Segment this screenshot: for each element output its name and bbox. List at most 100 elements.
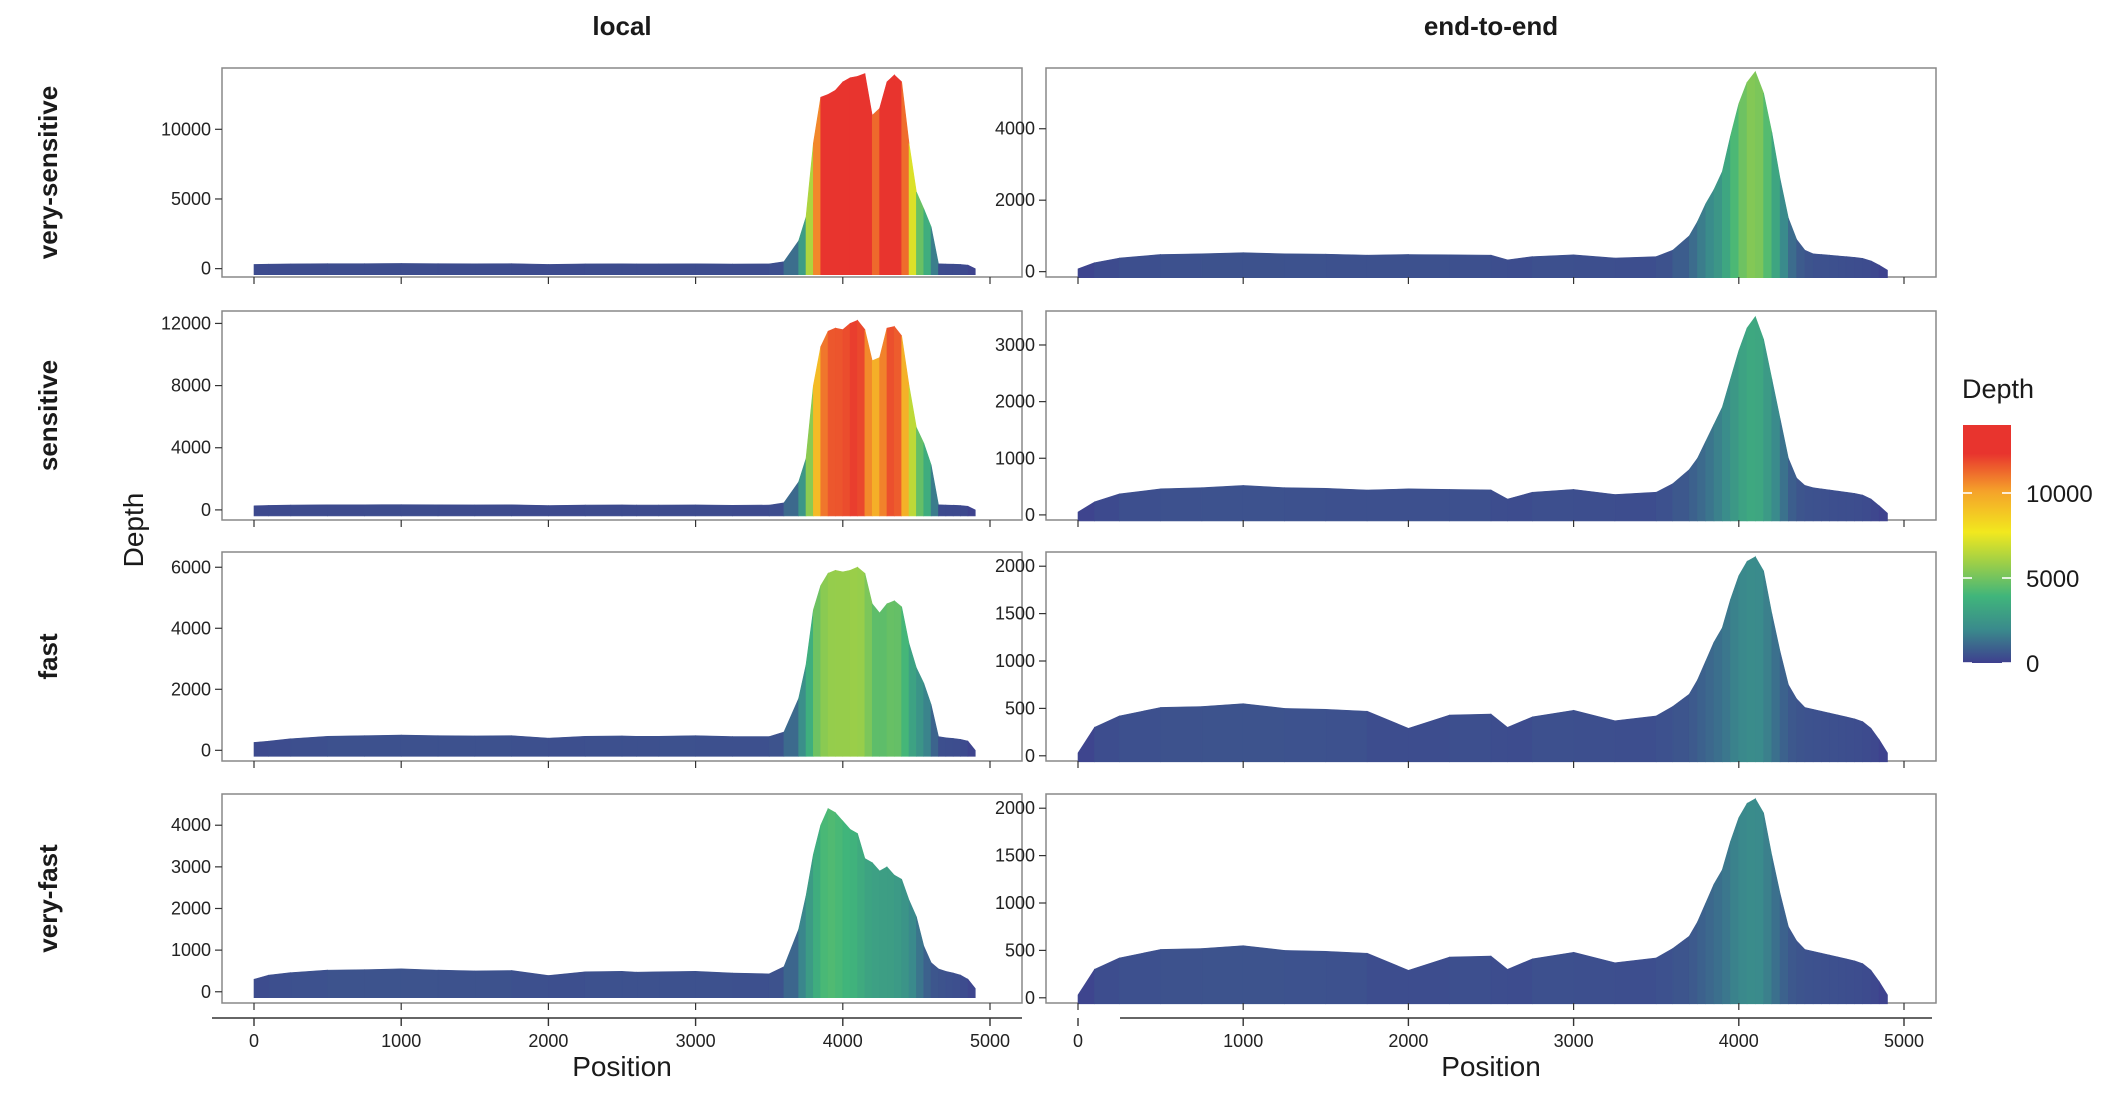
area-segment xyxy=(827,327,836,517)
y-tick-label: 3000 xyxy=(171,857,211,877)
y-tick-label: 1000 xyxy=(995,893,1035,913)
area-segment xyxy=(1507,256,1533,278)
area-segment xyxy=(732,263,770,275)
x-tick-label: 0 xyxy=(1073,1031,1083,1051)
area-segment xyxy=(1284,708,1327,763)
area-segment xyxy=(658,735,696,757)
area-segment xyxy=(1721,841,1731,1005)
area-segment xyxy=(879,328,888,517)
area-segment xyxy=(960,974,969,999)
area-segment xyxy=(1837,714,1847,763)
area-segment xyxy=(1730,350,1740,522)
area-segment xyxy=(1688,457,1698,522)
legend-tick-label: 10000 xyxy=(2026,481,2093,508)
y-tick-label: 10000 xyxy=(161,119,211,139)
area-segment xyxy=(732,736,770,757)
area-segment xyxy=(871,603,880,757)
area-segment xyxy=(835,811,844,999)
area-segment xyxy=(253,505,270,517)
area-segment xyxy=(327,504,365,517)
area-segment xyxy=(290,263,328,275)
area-segment xyxy=(952,972,961,999)
area-segment xyxy=(474,263,512,275)
area-segment xyxy=(842,569,851,757)
area-segment xyxy=(849,319,858,517)
area-segment xyxy=(952,504,961,517)
area-segment xyxy=(1878,264,1888,278)
area-segment xyxy=(548,735,586,757)
area-segment xyxy=(1325,951,1368,1005)
area-segment xyxy=(1730,817,1740,1005)
y-tick-label: 2000 xyxy=(995,798,1035,818)
area-segment xyxy=(1862,963,1872,1005)
x-axis-title: Position xyxy=(572,1051,672,1082)
area-segment xyxy=(658,504,696,517)
area-segment xyxy=(584,735,623,757)
area-segment xyxy=(1705,188,1715,278)
area-segment xyxy=(1532,951,1574,1005)
area-segment xyxy=(290,969,328,999)
panel-sensitive-end-to-end: 0 1000 2000 3000 xyxy=(995,310,1937,527)
area-segment xyxy=(400,968,439,999)
area-segment xyxy=(1746,556,1756,763)
area-segment xyxy=(857,566,866,757)
area-segment xyxy=(1862,258,1872,278)
y-tick-label: 1000 xyxy=(995,651,1035,671)
area-segment xyxy=(290,504,328,517)
area-segment xyxy=(1829,489,1839,522)
area-segment xyxy=(1721,599,1731,763)
area-segment xyxy=(1738,802,1748,1005)
area-segment xyxy=(945,504,954,517)
area-segment xyxy=(621,504,638,517)
area-segment xyxy=(636,735,660,757)
area-segment xyxy=(938,504,947,517)
area-segment xyxy=(327,735,365,757)
area-segment xyxy=(1325,253,1368,278)
x-tick-label: 5000 xyxy=(970,1031,1010,1051)
area-segment xyxy=(864,329,873,517)
y-tick-label: 2000 xyxy=(171,898,211,918)
area-segment xyxy=(813,585,822,757)
area-segment xyxy=(1821,710,1830,763)
y-tick-label: 1500 xyxy=(995,846,1035,866)
area-segment xyxy=(658,263,696,275)
area-segment xyxy=(857,73,866,275)
area-segment xyxy=(1614,957,1657,1005)
y-tick-label: 8000 xyxy=(171,376,211,396)
area-segment xyxy=(1713,407,1723,522)
area-segment xyxy=(1878,738,1888,763)
area-segment xyxy=(268,504,292,517)
area-segment xyxy=(548,263,586,275)
area-segment xyxy=(820,808,829,999)
area-segment xyxy=(511,263,549,275)
y-tick-label: 2000 xyxy=(171,679,211,699)
area-segment xyxy=(879,81,888,275)
area-segment xyxy=(952,263,961,275)
area-segment xyxy=(1821,488,1830,522)
panel-fast-end-to-end: 0 500 1000 1500 2000 xyxy=(995,551,1937,768)
area-segment xyxy=(894,874,902,999)
area-segment xyxy=(1160,487,1203,522)
y-tick-label: 0 xyxy=(201,500,211,520)
area-segment xyxy=(871,861,880,999)
y-tick-label: 0 xyxy=(1025,988,1035,1008)
area-segment xyxy=(474,504,512,517)
area-segment xyxy=(268,738,292,757)
area-segment xyxy=(864,858,873,999)
area-segment xyxy=(1614,256,1657,278)
area-segment xyxy=(1573,254,1616,278)
y-tick-label: 4000 xyxy=(995,119,1035,139)
area-segment xyxy=(437,504,476,517)
area-segment xyxy=(871,357,880,517)
column-title: local xyxy=(592,11,651,41)
area-segment xyxy=(827,808,836,999)
area-segment xyxy=(842,77,851,275)
area-segment xyxy=(1532,489,1574,522)
area-segment xyxy=(1755,71,1764,278)
x-tick-label: 2000 xyxy=(528,1031,568,1051)
area-segment xyxy=(364,734,402,757)
area-segment xyxy=(1201,485,1244,522)
area-segment xyxy=(1449,713,1492,763)
x-axis-end-to-end: 0 1000 2000 3000 4000 5000 Position xyxy=(1073,1017,1932,1082)
area-segment xyxy=(511,504,549,517)
